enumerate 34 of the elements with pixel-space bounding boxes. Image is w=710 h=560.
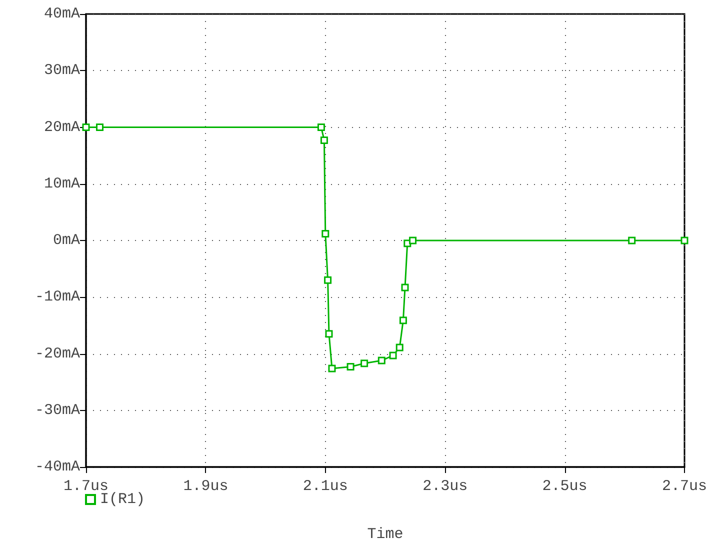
- point: [360, 360, 368, 368]
- x-tick-label: 2.3us: [422, 478, 468, 495]
- point: [399, 316, 407, 324]
- x-tick-label: 2.5us: [542, 478, 588, 495]
- y-tick-label: 10mA: [44, 175, 80, 192]
- point: [628, 236, 636, 244]
- point: [346, 363, 354, 371]
- point: [396, 344, 404, 352]
- x-tick-label: 1.9us: [183, 478, 228, 495]
- y-tick-label: -20mA: [34, 345, 80, 362]
- y-tick-label: -10mA: [34, 288, 80, 306]
- point: [324, 276, 332, 284]
- point: [389, 352, 397, 360]
- point: [409, 236, 417, 244]
- x-tick-label: 2.7us: [662, 478, 708, 495]
- point: [96, 124, 104, 131]
- point: [328, 364, 336, 372]
- point: [378, 356, 386, 364]
- point: [401, 284, 409, 292]
- y-tick-label: 30mA: [44, 62, 80, 80]
- legend-label: I(R1): [100, 491, 146, 508]
- y-tick-label: -30mA: [34, 402, 80, 419]
- x-tick-label: 2.1us: [302, 478, 348, 495]
- y-tick-label: 40mA: [44, 6, 80, 22]
- y-tick-label: 0mA: [52, 232, 80, 249]
- point: [322, 230, 330, 238]
- point: [317, 124, 325, 131]
- x-axis-title: Time: [367, 526, 404, 543]
- point: [325, 330, 333, 338]
- point: [680, 236, 688, 244]
- point: [82, 124, 90, 131]
- point: [320, 136, 328, 144]
- y-tick-label: 20mA: [44, 118, 80, 136]
- y-tick-label: -40mA: [34, 458, 80, 476]
